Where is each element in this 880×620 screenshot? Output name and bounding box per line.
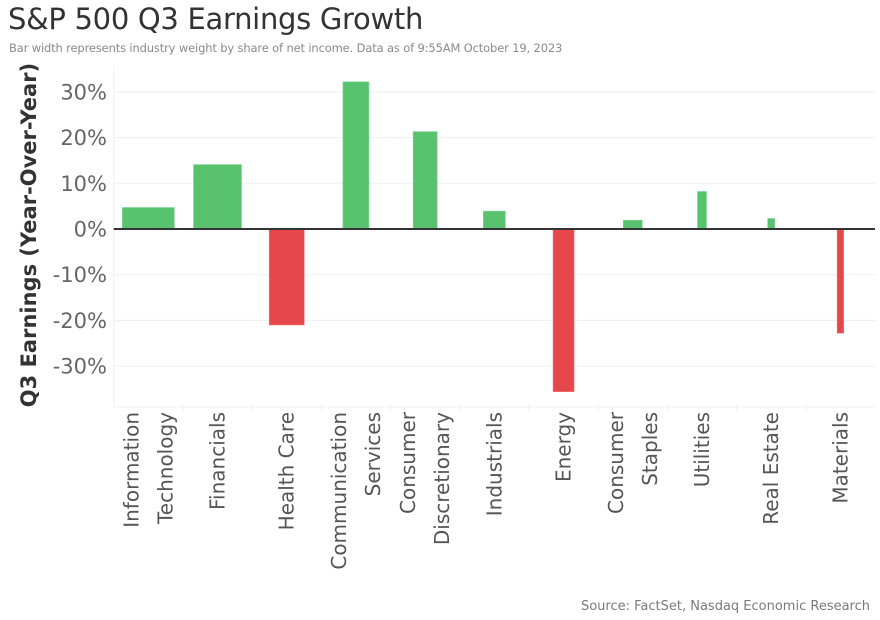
x-category-label: Discretionary bbox=[430, 412, 454, 545]
bar-consumer-staples bbox=[622, 220, 643, 230]
x-category-label: Consumer bbox=[604, 411, 628, 514]
bar-consumer-discretionary bbox=[412, 131, 438, 230]
x-category-label: Staples bbox=[638, 412, 662, 486]
source-note: Source: FactSet, Nasdaq Economic Researc… bbox=[580, 599, 870, 614]
x-category-label: Technology bbox=[153, 412, 177, 525]
gridlines bbox=[113, 65, 875, 408]
y-axis-title: Q3 Earnings (Year-Over-Year) bbox=[17, 63, 41, 407]
bar-health-care bbox=[268, 228, 305, 326]
bar-materials bbox=[836, 228, 844, 334]
bar-financials bbox=[193, 164, 242, 230]
y-tick-label: 0% bbox=[74, 218, 107, 242]
y-tick-labels: 30% 20% 10% 0% -10% -20% -30% bbox=[53, 80, 107, 378]
x-category-label: Information bbox=[119, 412, 143, 528]
x-category-label: Real Estate bbox=[759, 412, 783, 525]
y-tick-label: 20% bbox=[60, 126, 107, 150]
chart-title: S&P 500 Q3 Earnings Growth bbox=[8, 2, 424, 36]
x-category-label: Communication bbox=[327, 412, 351, 570]
x-category-label: Energy bbox=[552, 412, 576, 482]
bar-communication-services bbox=[342, 81, 370, 230]
x-category-label: Services bbox=[361, 412, 385, 496]
y-tick-label: 30% bbox=[60, 80, 107, 104]
bar-information-technology bbox=[122, 207, 175, 230]
y-tick-label: -10% bbox=[53, 263, 107, 287]
bar-industrials bbox=[483, 210, 506, 230]
category-separators bbox=[182, 405, 807, 411]
x-category-label: Financials bbox=[206, 412, 230, 510]
bar-energy bbox=[552, 228, 575, 392]
x-category-label: Industrials bbox=[482, 412, 506, 516]
x-category-labels: Information Technology Financials Health Ca… bbox=[119, 411, 852, 569]
x-category-label: Health Care bbox=[275, 412, 299, 530]
x-category-label: Utilities bbox=[690, 412, 714, 487]
y-tick-label: -20% bbox=[53, 309, 107, 333]
x-category-label: Materials bbox=[828, 412, 852, 504]
y-tick-label: 10% bbox=[60, 172, 107, 196]
bars bbox=[122, 81, 844, 392]
chart-subtitle: Bar width represents industry weight by … bbox=[9, 41, 563, 55]
bar-utilities bbox=[697, 191, 707, 230]
x-category-label: Consumer bbox=[396, 411, 420, 514]
y-tick-label: -30% bbox=[53, 355, 107, 379]
bar-real-estate bbox=[767, 218, 775, 230]
